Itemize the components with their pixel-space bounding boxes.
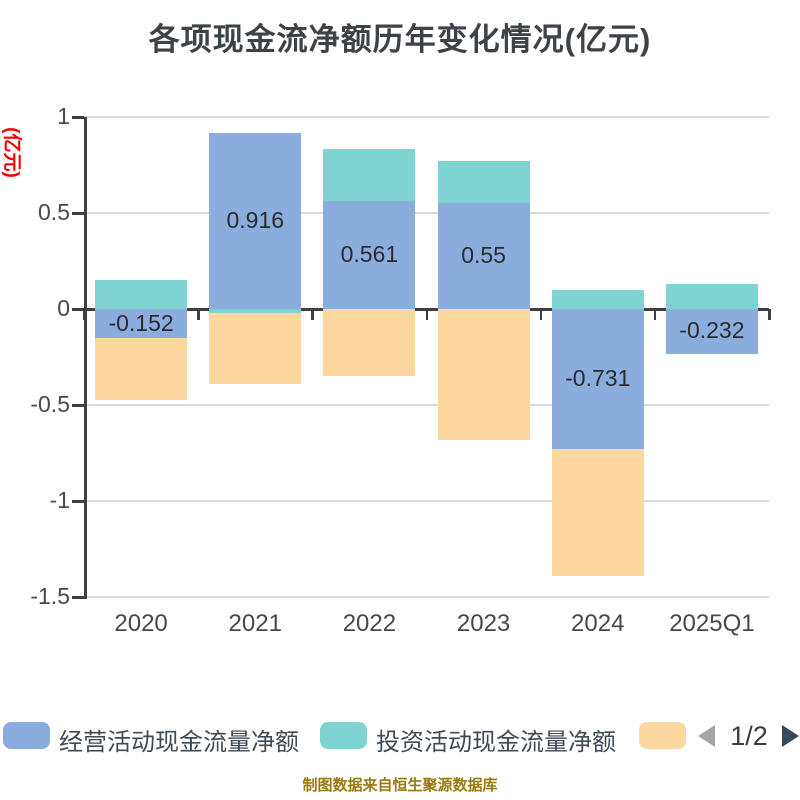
legend-swatch-operating-icon xyxy=(3,722,50,749)
y-tick-0 xyxy=(72,308,84,311)
x-axis-tick-2 xyxy=(311,309,314,320)
y-tick-1 xyxy=(72,116,84,119)
bar-segment-s2-2024 xyxy=(551,449,644,577)
bar-segment-s1-2021 xyxy=(209,309,302,313)
bar-value-label-2024: -0.731 xyxy=(565,365,631,392)
legend-pager: 1/2 xyxy=(698,721,799,751)
bar-value-label-2021: 0.916 xyxy=(226,207,285,234)
bar-segment-s0-2024 xyxy=(551,309,644,450)
bar-value-label-2020: -0.152 xyxy=(108,309,174,336)
pager-prev-icon[interactable] xyxy=(698,725,715,747)
bar-value-label-2023: 0.55 xyxy=(461,242,506,269)
gridline-y--1 xyxy=(84,500,769,502)
x-category-label-2022: 2022 xyxy=(342,610,397,637)
x-category-label-2023: 2023 xyxy=(456,610,511,637)
y-tick-0.5 xyxy=(72,212,84,215)
y-tick-label-0.5: 0.5 xyxy=(38,199,70,225)
bar-segment-s2-2022 xyxy=(323,309,416,377)
bar-segment-s1-2025Q1 xyxy=(665,284,758,309)
y-tick-label--1.5: -1.5 xyxy=(30,583,70,609)
bar-segment-s0-2023 xyxy=(437,203,530,309)
gridline-y--0.5 xyxy=(84,404,769,406)
gridline-y-1 xyxy=(84,116,769,118)
legend-swatch-financing-icon xyxy=(639,722,686,749)
y-axis-line xyxy=(84,117,87,599)
bar-segment-s2-2021 xyxy=(209,312,302,384)
bar-value-label-2022: 0.561 xyxy=(340,241,399,268)
bar-value-label-2025Q1: -0.232 xyxy=(679,317,745,344)
y-tick--1.5 xyxy=(72,596,84,599)
y-tick--1 xyxy=(72,500,84,503)
x-axis-tick-0 xyxy=(83,309,86,320)
pager-next-icon[interactable] xyxy=(782,725,799,747)
x-category-label-2025Q1: 2025Q1 xyxy=(669,610,755,637)
bar-segment-s1-2022 xyxy=(323,149,416,202)
bar-segment-s0-2020 xyxy=(95,309,188,339)
bar-segment-s1-2024 xyxy=(551,289,644,309)
y-tick--0.5 xyxy=(72,404,84,407)
y-tick-label-1: 1 xyxy=(57,103,70,129)
legend: 经营活动现金流量净额 投资活动现金流量净额 xyxy=(0,718,800,756)
legend-label-investing: 投资活动现金流量净额 xyxy=(376,729,616,756)
x-category-label-2021: 2021 xyxy=(228,610,282,637)
gridline-y-0.5 xyxy=(84,212,769,214)
chart-title: 各项现金流净额历年变化情况(亿元) xyxy=(148,22,652,57)
bar-segment-s0-2022 xyxy=(323,201,416,309)
legend-label-operating: 经营活动现金流量净额 xyxy=(59,729,299,756)
x-axis-tick-6 xyxy=(768,309,771,320)
bar-segment-s1-2020 xyxy=(95,280,188,309)
x-axis-tick-3 xyxy=(425,309,428,320)
x-axis-tick-5 xyxy=(653,309,657,320)
x-axis-tick-1 xyxy=(197,309,200,320)
x-axis-tick-4 xyxy=(539,309,543,320)
x-category-label-2020: 2020 xyxy=(114,610,168,637)
bar-segment-s2-2023 xyxy=(437,309,530,440)
bar-segment-s1-2023 xyxy=(437,161,530,204)
legend-swatch-investing-icon xyxy=(320,722,367,749)
pager-page-indicator: 1/2 xyxy=(730,721,768,751)
data-source-note: 制图数据来自恒生聚源数据库 xyxy=(302,777,498,794)
bar-segment-s0-2025Q1 xyxy=(665,309,758,354)
bar-segment-s0-2021 xyxy=(209,133,302,309)
y-tick-label--0.5: -0.5 xyxy=(30,391,70,417)
x-category-label-2024: 2024 xyxy=(571,610,625,637)
gridline-y--1.5 xyxy=(84,596,769,598)
y-tick-label-0: 0 xyxy=(57,295,70,321)
y-tick-label--1: -1 xyxy=(49,487,70,513)
bar-segment-s2-2020 xyxy=(95,338,188,400)
